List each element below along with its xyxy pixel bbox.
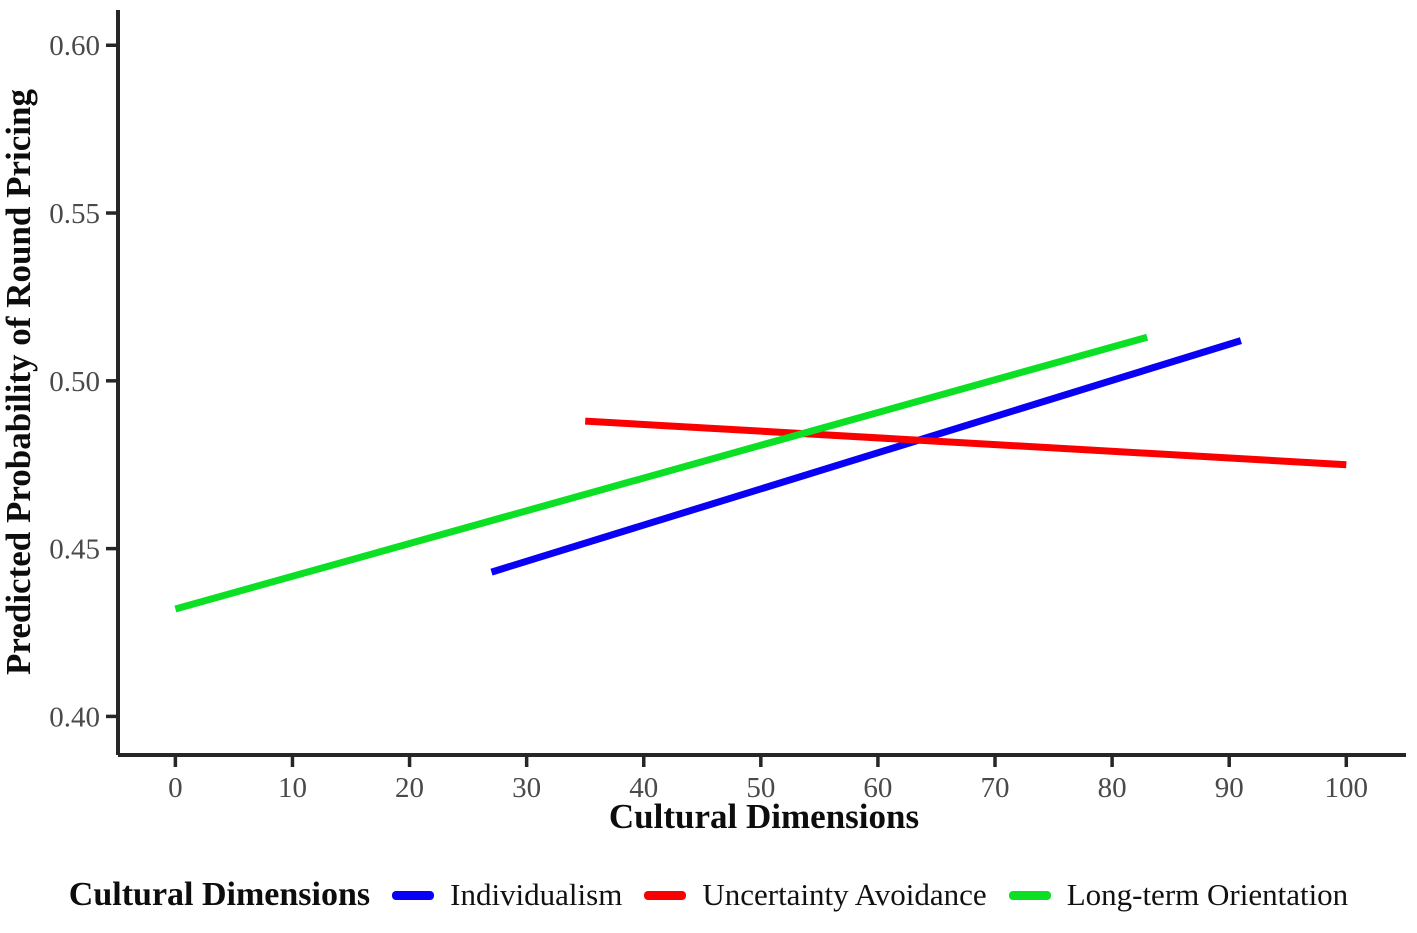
x-tick-label: 50 — [746, 772, 775, 804]
x-tick-label: 20 — [395, 772, 424, 804]
legend-label: Individualism — [450, 877, 623, 912]
series-line-long-term-orientation — [174, 333, 1149, 613]
x-tick-label: 40 — [629, 772, 658, 804]
legend-entry-individualism: Individualism — [392, 877, 622, 913]
x-tick-label: 70 — [981, 772, 1010, 804]
x-tick-label: 60 — [863, 772, 892, 804]
series-line-individualism — [490, 337, 1242, 576]
x-tick-label: 100 — [1325, 772, 1369, 804]
x-tick-label: 10 — [278, 772, 307, 804]
legend-label: Uncertainty Avoidance — [702, 877, 987, 912]
legend: Cultural Dimensions Individualism Uncerta… — [0, 862, 1417, 928]
series-line-uncertainty-avoidance — [584, 417, 1347, 469]
legend-key-line — [644, 890, 687, 900]
x-tick-label: 90 — [1215, 772, 1244, 804]
y-axis-title: Predicted Probability of Round Pricing — [0, 89, 38, 675]
x-tick-label: 30 — [512, 772, 541, 804]
legend-title: Cultural Dimensions — [68, 876, 371, 913]
y-tick-label: 0.50 — [49, 366, 100, 398]
y-tick-label: 0.45 — [49, 534, 100, 566]
legend-entry-uncertainty-avoidance: Uncertainty Avoidance — [644, 877, 987, 913]
legend-entry-long-term-orientation: Long-term Orientation — [1008, 877, 1349, 913]
y-tick-label: 0.60 — [49, 30, 100, 62]
legend-key-line — [1008, 890, 1051, 900]
y-tick-label: 0.40 — [49, 701, 100, 733]
x-axis-title: Cultural Dimensions — [609, 797, 919, 836]
y-tick-label: 0.55 — [49, 198, 100, 230]
x-tick-label: 80 — [1098, 772, 1127, 804]
legend-key-line — [392, 890, 435, 900]
line-chart-plot-area: 0.40 0.45 0.50 0.55 0.60 0 10 20 30 40 50 60 70 80 90 1… — [0, 10, 1406, 836]
x-tick-label: 0 — [168, 772, 183, 804]
legend-label: Long-term Orientation — [1066, 877, 1349, 912]
